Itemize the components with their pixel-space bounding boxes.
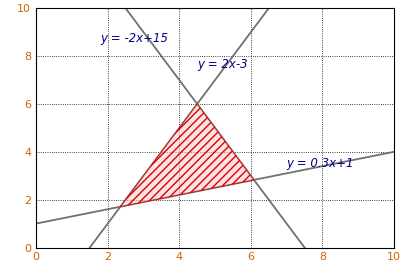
Text: y = 2x-3: y = 2x-3: [197, 58, 247, 71]
Text: y = -2x+15: y = -2x+15: [100, 32, 168, 45]
Text: y = 0.3x+1: y = 0.3x+1: [286, 157, 353, 170]
